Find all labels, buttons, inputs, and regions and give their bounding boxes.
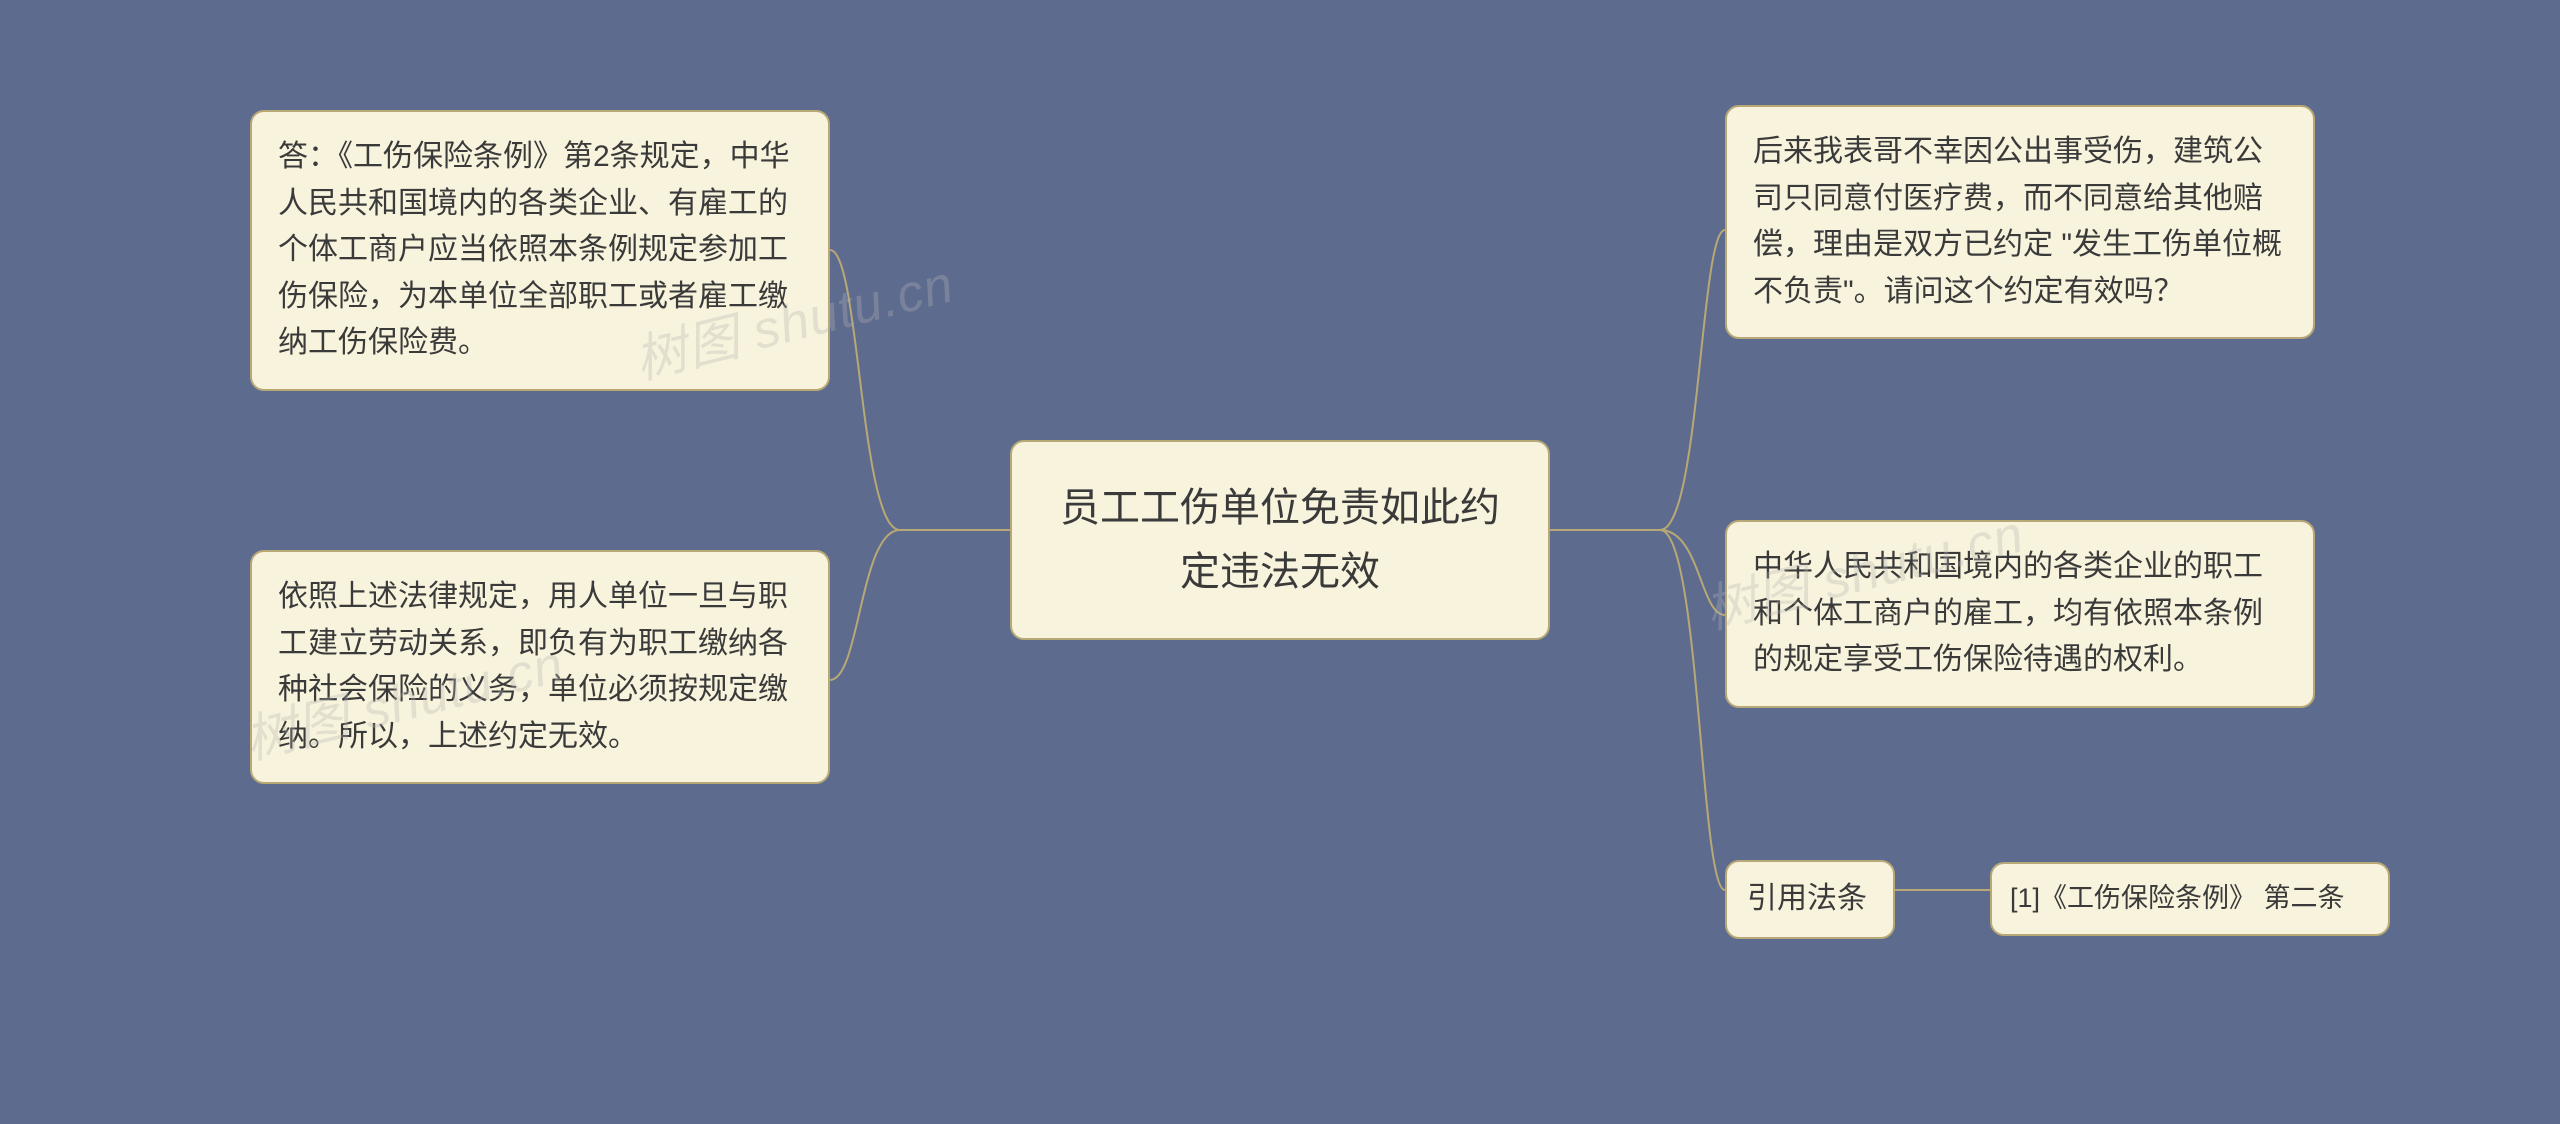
connector-right (1550, 230, 1725, 900)
right-node-1: 中华人民共和国境内的各类企业的职工和个体工商户的雇工，均有依照本条例的规定享受工… (1725, 520, 2315, 708)
right-leaf: [1]《工伤保险条例》 第二条 (1990, 862, 2390, 936)
left-node-0: 答：《工伤保险条例》第2条规定，中华人民共和国境内的各类企业、有雇工的个体工商户… (250, 110, 830, 391)
center-node: 员工工伤单位免责如此约 定违法无效 (1010, 440, 1550, 640)
right-node-0: 后来我表哥不幸因公出事受伤，建筑公司只同意付医疗费，而不同意给其他赔偿，理由是双… (1725, 105, 2315, 339)
connector-leaf (1895, 880, 1990, 900)
left-node-1: 依照上述法律规定，用人单位一旦与职工建立劳动关系，即负有为职工缴纳各种社会保险的… (250, 550, 830, 784)
mindmap-canvas: 员工工伤单位免责如此约 定违法无效 答：《工伤保险条例》第2条规定，中华人民共和… (0, 0, 2560, 1124)
center-line1: 员工工伤单位免责如此约 (1052, 476, 1508, 540)
connector-left (830, 250, 1010, 700)
right-node-2: 引用法条 (1725, 860, 1895, 939)
center-line2: 定违法无效 (1052, 540, 1508, 604)
